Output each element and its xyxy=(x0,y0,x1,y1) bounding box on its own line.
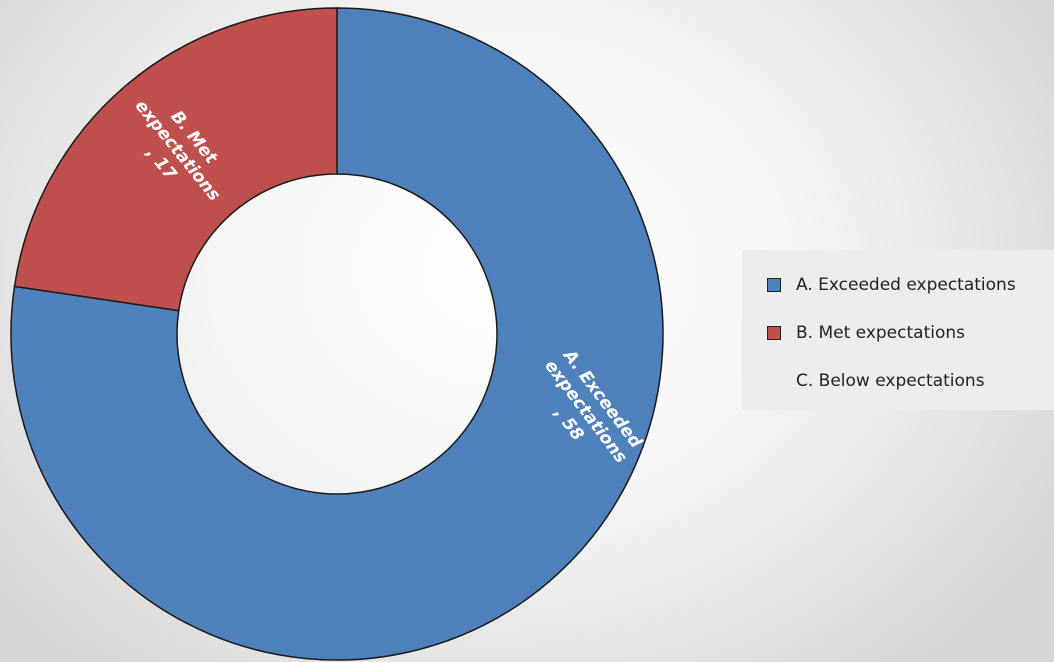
legend-swatch-b xyxy=(767,326,781,340)
legend-swatch-a xyxy=(767,278,781,292)
legend-label-b: B. Met expectations xyxy=(796,323,965,343)
legend-label-a: A. Exceeded expectations xyxy=(796,275,1016,295)
legend-item-c: C. Below expectations xyxy=(742,368,1054,416)
legend: A. Exceeded expectations B. Met expectat… xyxy=(742,250,1054,410)
legend-item-a: A. Exceeded expectations xyxy=(742,272,1054,320)
legend-swatch-c xyxy=(767,374,781,388)
slice-a xyxy=(10,7,664,661)
legend-item-b: B. Met expectations xyxy=(742,320,1054,368)
slice-b xyxy=(13,7,338,312)
legend-label-c: C. Below expectations xyxy=(796,371,985,391)
